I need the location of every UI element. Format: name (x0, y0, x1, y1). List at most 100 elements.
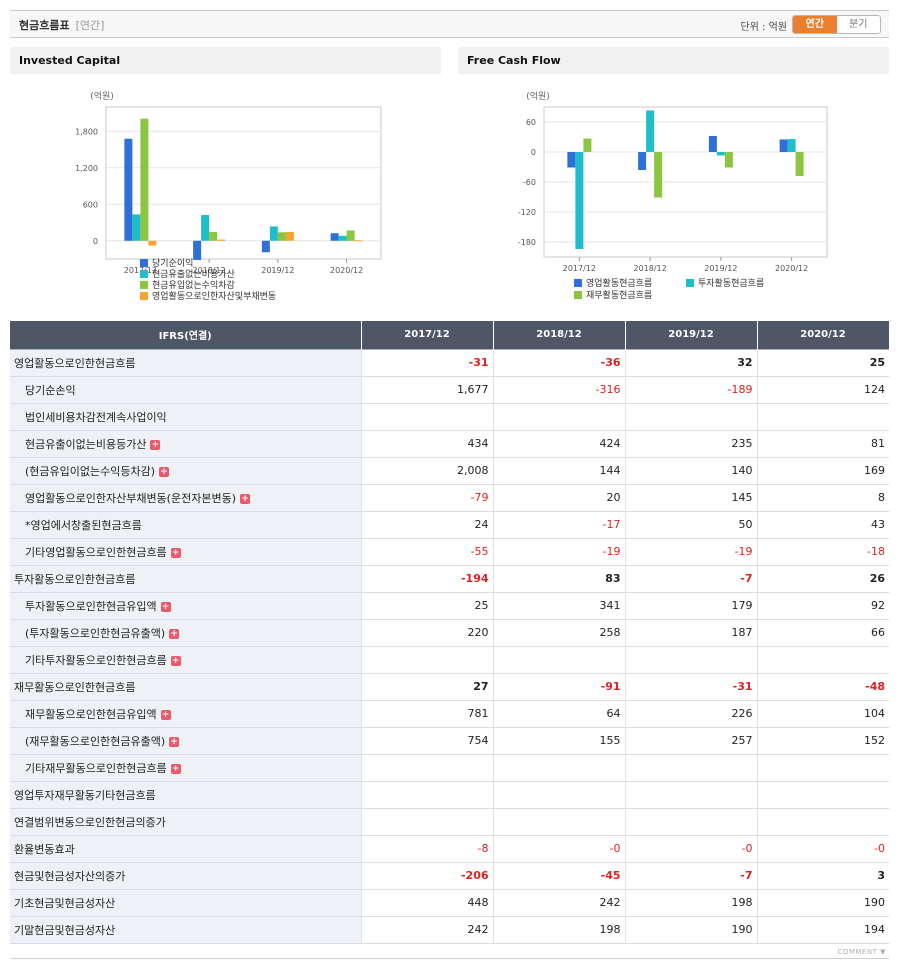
row-label-cell[interactable]: 재무활동으로인한현금유입액 + (10, 700, 361, 728)
x-tick-label: 2018/12 (193, 266, 226, 275)
legend-swatch (574, 279, 582, 287)
row-label-cell[interactable]: 현금유출이없는비용등가산 + (10, 430, 361, 458)
plus-icon[interactable]: + (239, 493, 250, 504)
y-tick-label: 0 (93, 237, 98, 246)
value-cell: 220 (360, 619, 493, 647)
value-cell: 3 (756, 861, 889, 890)
annual-tab[interactable]: 연간 (793, 16, 837, 33)
row-label-cell: 연결범위변동으로인한현금의증가 (10, 807, 361, 836)
value-cell (624, 780, 757, 809)
row-label-cell: 기초현금및현금성자산 (10, 888, 361, 917)
value-cell (360, 780, 493, 809)
table-row: (현금유입이없는수익등차감) +2,008 144 140 169 (10, 457, 889, 485)
bar (209, 232, 218, 241)
value-cell: -316 (492, 376, 625, 404)
bar (716, 152, 725, 156)
row-label-cell: 현금및현금성자산의증가 (10, 861, 361, 890)
x-tick-label: 2017/12 (563, 264, 596, 273)
value-cell: 124 (756, 376, 889, 404)
legend-label: 현금유입없는수익차감 (152, 279, 235, 291)
table-row: 투자활동으로인한현금유입액 +25 341 179 92 (10, 592, 889, 620)
row-label-cell[interactable]: 기타재무활동으로인한현금흐름 + (10, 754, 361, 782)
value-cell: 66 (756, 619, 889, 647)
row-label-cell[interactable]: (투자활동으로인한현금유출액) + (10, 619, 361, 647)
value-cell: 43 (756, 511, 889, 539)
row-label: 현금유출이없는비용등가산 (25, 437, 147, 451)
row-label: 기초현금및현금성자산 (14, 896, 116, 910)
row-label: 기타투자활동으로인한현금흐름 (25, 653, 167, 667)
row-label: (투자활동으로인한현금유출액) (25, 626, 166, 640)
row-label-cell[interactable]: 투자활동으로인한현금유입액 + (10, 592, 361, 620)
value-cell: 83 (492, 564, 625, 593)
table-row: 당기순손익 1,677 -316 -189 124 (10, 376, 889, 404)
x-tick-label: 2020/12 (330, 266, 363, 275)
table-header-row: IFRS(연결) 2017/12 2018/12 2019/12 2020/12 (10, 321, 890, 349)
value-cell: -7 (624, 861, 757, 890)
bar (261, 240, 270, 253)
bar (583, 138, 592, 152)
legend-swatch (140, 281, 148, 289)
plus-icon[interactable]: + (170, 763, 181, 774)
cash-flow-table: IFRS(연결) 2017/12 2018/12 2019/12 2020/12… (10, 321, 890, 944)
legend-swatch (140, 270, 148, 278)
comment-toggle[interactable]: COMMENT ▼ (837, 948, 886, 956)
row-label: 기타영업활동으로인한현금흐름 (25, 545, 167, 559)
plus-icon[interactable]: + (170, 547, 181, 558)
free-cash-flow-panel: Free Cash Flow (억원) 60 0 -60 -120 -180 2017/12… (458, 47, 889, 309)
plus-icon[interactable]: + (169, 736, 180, 747)
legend-label: 재무활동현금흐름 (586, 289, 652, 301)
plus-icon[interactable]: + (170, 655, 181, 666)
value-cell: 781 (360, 700, 493, 728)
table-row: 재무활동으로인한현금유입액 +781 64 226 104 (10, 700, 889, 728)
row-label-cell[interactable]: 기타투자활동으로인한현금흐름 + (10, 646, 361, 674)
plus-icon[interactable]: + (160, 709, 171, 720)
quarter-tab[interactable]: 분기 (849, 19, 868, 30)
bar (330, 233, 339, 241)
table-row: 환율변동효과 -8 -0 -0 -0 (10, 834, 889, 863)
table-row: 기타영업활동으로인한현금흐름 + -55 -19 -19 -18 (10, 538, 889, 566)
row-label-cell[interactable]: 영업활동으로인한자산부채변동(운전자본변동) + (10, 484, 361, 512)
legend-swatch (574, 291, 582, 299)
row-label: *영업에서창출된현금흐름 (25, 518, 142, 532)
bar (277, 232, 286, 241)
row-label-cell: 영업활동으로인한현금흐름 (10, 348, 361, 377)
value-cell: -0 (492, 834, 625, 863)
value-cell (756, 646, 889, 674)
bar (354, 240, 363, 242)
plus-icon[interactable]: + (159, 466, 170, 477)
value-cell: 20 (492, 484, 625, 512)
value-cell: 235 (624, 430, 757, 458)
plus-icon[interactable]: + (150, 439, 161, 450)
value-cell: 104 (756, 700, 889, 728)
row-label-cell: *영업에서창출된현금흐름 (10, 511, 361, 539)
bar (132, 214, 141, 241)
table-body: 영업활동으로인한현금흐름 -31 -36 32 25 당기순손익 1,677 -316 -189… (10, 348, 889, 944)
plus-icon[interactable]: + (169, 628, 180, 639)
y-tick-label: 600 (83, 200, 98, 209)
unit-label: 단위 : 억원 (740, 22, 787, 33)
table-row: 기타투자활동으로인한현금흐름 + (10, 646, 889, 674)
bar (708, 136, 717, 152)
row-label: 투자활동으로인한현금흐름 (14, 572, 136, 586)
value-cell: -8 (360, 834, 493, 863)
value-cell: 179 (624, 592, 757, 620)
row-label-cell[interactable]: (현금유입이없는수익등차감) + (10, 457, 361, 485)
value-cell: 190 (624, 915, 757, 944)
value-cell (492, 807, 625, 836)
period-header: 2019/12 (625, 321, 758, 349)
value-cell (756, 780, 889, 809)
row-label-cell: 법인세비용차감전계속사업이익 (10, 403, 361, 431)
row-label: (재무활동으로인한현금유출액) (25, 734, 166, 748)
value-cell: 187 (624, 619, 757, 647)
value-cell (360, 403, 493, 431)
table-row: 현금및현금성자산의증가 -206 -45 -7 3 (10, 861, 889, 890)
legend-label: 영업활동현금흐름 (586, 277, 652, 289)
table-row: *영업에서창출된현금흐름 24 -17 50 43 (10, 511, 889, 539)
row-label-cell[interactable]: (재무활동으로인한현금유출액) + (10, 727, 361, 755)
legend-label: 영업활동으로인한자산및부채변동 (152, 290, 276, 302)
plus-icon[interactable]: + (160, 601, 171, 612)
value-cell (360, 807, 493, 836)
row-label-cell[interactable]: 기타영업활동으로인한현금흐름 + (10, 538, 361, 566)
bar (795, 152, 804, 176)
row-label: 법인세비용차감전계속사업이익 (25, 410, 167, 424)
